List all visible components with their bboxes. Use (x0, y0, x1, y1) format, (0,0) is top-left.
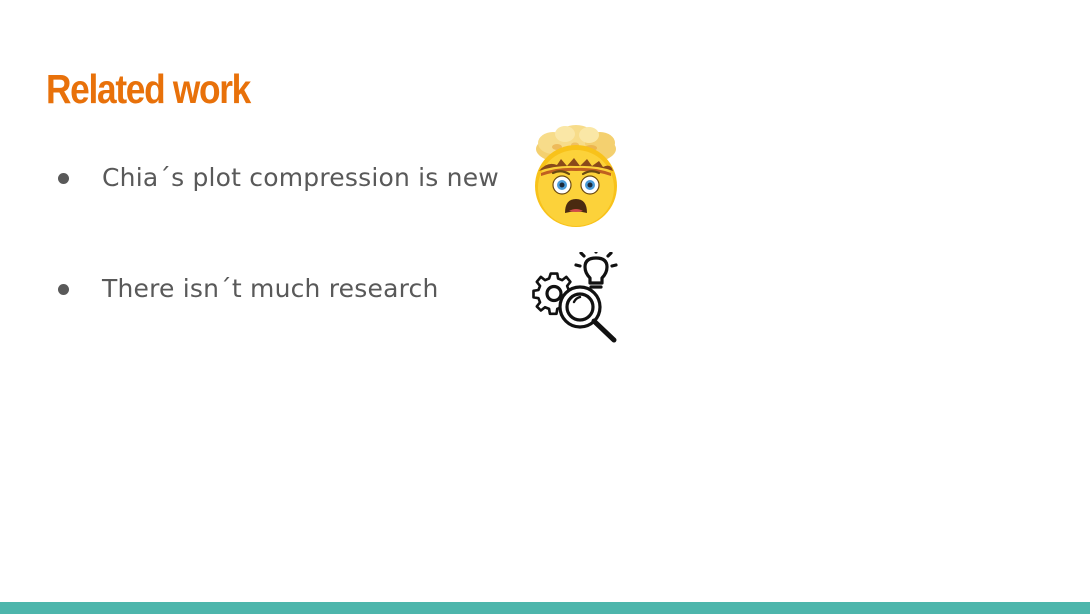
bottom-accent-bar (0, 602, 1090, 614)
research-gears-magnifier-icon (530, 246, 622, 346)
bullet-text: There isn´t much research (102, 274, 439, 303)
bullet-text: Chia´s plot compression is new (102, 163, 499, 192)
slide-title: Related work (46, 66, 251, 112)
bullet-item: There isn´t much research (58, 271, 439, 307)
bullet-dot (58, 283, 69, 295)
mind-blown-emoji-icon (527, 121, 625, 229)
bullet-dot (58, 172, 69, 184)
bullet-item: Chia´s plot compression is new (58, 160, 499, 196)
